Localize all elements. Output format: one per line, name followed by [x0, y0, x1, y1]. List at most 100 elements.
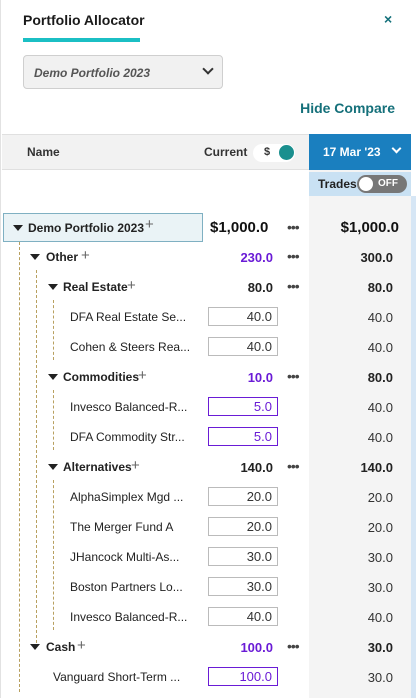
- compare-value: 30.0: [367, 640, 393, 655]
- holding-name: Cohen & Steers Rea...: [70, 340, 191, 354]
- holding-name: Invesco Balanced-R...: [70, 400, 188, 414]
- holding-row: The Merger Fund A 20.0 20.0: [1, 512, 411, 542]
- compare-date-label: 17 Mar '23: [323, 145, 381, 159]
- compare-value: 140.0: [360, 460, 393, 475]
- compare-value: 40.0: [367, 310, 393, 325]
- more-options-icon[interactable]: •••: [287, 368, 300, 384]
- panel-title: Portfolio Allocator: [23, 12, 145, 28]
- tree-row-commodities[interactable]: Commodities + 10.0 ••• 80.0: [1, 362, 411, 392]
- trades-toggle-state: OFF: [378, 178, 398, 189]
- compare-value: 30.0: [367, 550, 393, 565]
- close-icon[interactable]: ×: [384, 11, 393, 27]
- more-options-icon[interactable]: •••: [287, 219, 300, 235]
- holding-row: DFA Commodity Str... 5.0 40.0: [1, 422, 411, 452]
- column-header-name: Name: [27, 145, 60, 159]
- tree-row-alternatives[interactable]: Alternatives + 140.0 ••• 140.0: [1, 452, 411, 482]
- root-portfolio-name: Demo Portfolio 2023: [28, 221, 145, 235]
- add-icon[interactable]: +: [131, 457, 140, 474]
- holding-row: JHancock Multi-As... 30.0 30.0: [1, 542, 411, 572]
- tree-guide-line: [19, 242, 20, 692]
- caret-down-icon[interactable]: [48, 374, 58, 380]
- chevron-down-icon: [391, 143, 402, 154]
- holding-row: AlphaSimplex Mgd ... 20.0 20.0: [1, 482, 411, 512]
- group-name: Other: [46, 250, 79, 264]
- current-value: 10.0: [247, 370, 273, 385]
- hide-compare-link[interactable]: Hide Compare: [300, 100, 395, 116]
- caret-down-icon[interactable]: [30, 644, 40, 650]
- more-options-icon[interactable]: •••: [287, 458, 300, 474]
- allocation-input[interactable]: 40.0: [208, 337, 278, 356]
- tree-row-cash[interactable]: Cash + 100.0 ••• 30.0: [1, 632, 411, 662]
- portfolio-select[interactable]: Demo Portfolio 2023: [23, 55, 223, 89]
- dollar-percent-toggle[interactable]: $: [253, 144, 295, 162]
- holding-row: Boston Partners Lo... 30.0 30.0: [1, 572, 411, 602]
- allocation-input[interactable]: 30.0: [208, 547, 278, 566]
- allocation-input[interactable]: 100.0: [208, 667, 278, 686]
- holding-name: DFA Real Estate Se...: [70, 310, 187, 324]
- compare-value: 40.0: [367, 340, 393, 355]
- root-compare-value: $1,000.0: [340, 219, 399, 236]
- group-name: Cash: [46, 640, 76, 654]
- tree-guide-line: [53, 300, 54, 360]
- current-value: 100.0: [240, 640, 273, 655]
- more-options-icon[interactable]: •••: [287, 248, 300, 264]
- compare-value: 40.0: [367, 400, 393, 415]
- caret-down-icon[interactable]: [30, 254, 40, 260]
- holding-name: AlphaSimplex Mgd ...: [70, 490, 184, 504]
- tree-guide-line: [53, 480, 54, 630]
- holding-name: The Merger Fund A: [70, 520, 174, 534]
- add-icon[interactable]: +: [81, 247, 90, 264]
- add-icon[interactable]: +: [127, 277, 136, 294]
- compare-value: 30.0: [367, 670, 393, 685]
- root-portfolio-row[interactable]: Demo Portfolio 2023 +: [3, 213, 203, 242]
- root-current-value: $1,000.0: [210, 219, 269, 236]
- allocation-input[interactable]: 20.0: [208, 517, 278, 536]
- more-options-icon[interactable]: •••: [287, 278, 300, 294]
- tree-row-real-estate[interactable]: Real Estate + 80.0 ••• 80.0: [1, 272, 411, 302]
- toggle-knob: [279, 145, 294, 160]
- holding-name: Vanguard Short-Term ...: [53, 670, 181, 684]
- current-value: 80.0: [247, 280, 273, 295]
- allocation-input[interactable]: 30.0: [208, 577, 278, 596]
- tree-guide-line: [53, 390, 54, 450]
- compare-value: 80.0: [367, 280, 393, 295]
- allocation-input[interactable]: 5.0: [208, 427, 278, 446]
- current-value: 230.0: [240, 250, 273, 265]
- caret-down-icon[interactable]: [48, 284, 58, 290]
- trades-toggle-knob: [359, 177, 373, 191]
- allocation-input[interactable]: 40.0: [208, 607, 278, 626]
- trades-toggle[interactable]: OFF: [357, 175, 407, 193]
- allocation-input[interactable]: 40.0: [208, 307, 278, 326]
- dollar-sign-label: $: [264, 146, 271, 158]
- holding-row: Vanguard Short-Term ... 100.0 30.0: [1, 662, 411, 692]
- compare-date-dropdown[interactable]: 17 Mar '23: [309, 134, 411, 170]
- compare-value: 20.0: [367, 520, 393, 535]
- group-name: Real Estate: [63, 280, 128, 294]
- portfolio-select-value: Demo Portfolio 2023: [34, 66, 151, 80]
- trades-bar: Trades OFF: [309, 172, 411, 196]
- allocation-input[interactable]: 20.0: [208, 487, 278, 506]
- holding-row: Invesco Balanced-R... 40.0 40.0: [1, 602, 411, 632]
- holding-name: Boston Partners Lo...: [70, 580, 183, 594]
- tree-guide-line: [36, 270, 37, 648]
- caret-down-icon[interactable]: [48, 464, 58, 470]
- compare-value: 300.0: [360, 250, 393, 265]
- scrollbar[interactable]: [411, 196, 416, 698]
- holding-name: DFA Commodity Str...: [70, 430, 185, 444]
- current-value: 140.0: [240, 460, 273, 475]
- add-icon[interactable]: +: [77, 637, 86, 654]
- add-icon[interactable]: +: [138, 367, 147, 384]
- caret-down-icon[interactable]: [13, 225, 23, 231]
- compare-value: 30.0: [367, 580, 393, 595]
- holding-row: DFA Real Estate Se... 40.0 40.0: [1, 302, 411, 332]
- holding-row: Cohen & Steers Rea... 40.0 40.0: [1, 332, 411, 362]
- add-icon[interactable]: +: [145, 216, 154, 233]
- holding-row: Invesco Balanced-R... 5.0 40.0: [1, 392, 411, 422]
- title-underline: [23, 38, 140, 42]
- holding-name: JHancock Multi-As...: [70, 550, 180, 564]
- more-options-icon[interactable]: •••: [287, 638, 300, 654]
- tree-row-other[interactable]: Other + 230.0 ••• 300.0: [1, 242, 411, 272]
- compare-value: 40.0: [367, 430, 393, 445]
- allocation-input[interactable]: 5.0: [208, 397, 278, 416]
